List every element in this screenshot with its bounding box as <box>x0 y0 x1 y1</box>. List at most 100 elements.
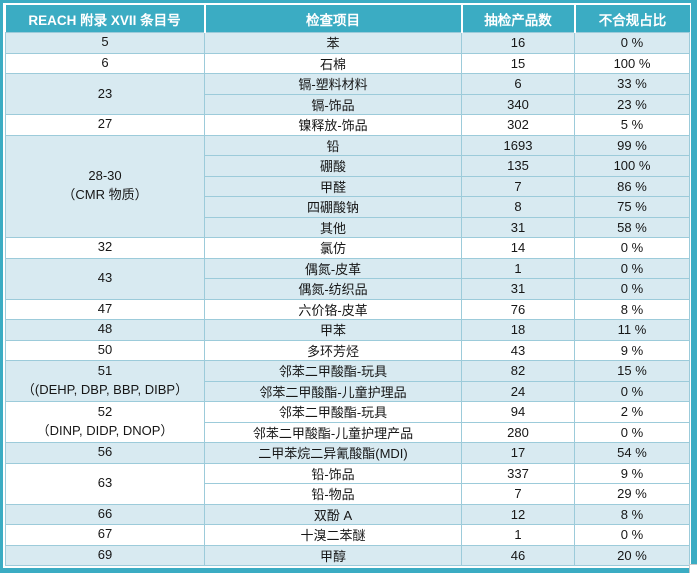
entry-number: 5 <box>101 34 109 50</box>
table-row: 邻苯二甲酸酯-儿童护理品 24 0 % <box>6 380 690 402</box>
sampled-count-cell: 7 <box>461 483 575 505</box>
sampled-count-cell: 94 <box>461 401 575 423</box>
noncompliance-ratio-cell: 0 % <box>574 421 690 443</box>
inspection-item-cell: 六价铬-皮革 <box>204 298 462 320</box>
sampled-count-cell: 15 <box>461 52 575 74</box>
noncompliance-ratio-cell: 0 % <box>574 32 690 54</box>
inspection-item-cell: 四硼酸钠 <box>204 196 462 218</box>
entry-note: （CMR 物质） <box>62 187 148 203</box>
table-row: 镉-饰品 340 23 % <box>6 93 690 115</box>
inspection-item-cell: 多环芳烃 <box>204 339 462 361</box>
table-resize-corner <box>689 564 697 573</box>
table-row: 23 镉-塑料材料 6 33 % <box>5 73 690 115</box>
inspection-item-cell: 邻苯二甲酸酯-玩具 <box>204 401 462 423</box>
table-row: 48 甲苯 18 11 % <box>5 319 690 341</box>
sampled-count-cell: 280 <box>461 421 575 443</box>
noncompliance-ratio-cell: 75 % <box>574 196 690 218</box>
inspection-item-cell: 甲苯 <box>204 319 462 341</box>
inspection-item-cell: 石棉 <box>204 52 462 74</box>
entry-number-cell: 56 <box>5 442 205 464</box>
inspection-item-cell: 偶氮-纺织品 <box>204 278 462 300</box>
entry-number: 23 <box>97 85 113 101</box>
table-row: 66 双酚 A 12 8 % <box>5 503 690 525</box>
entry-number: 43 <box>97 270 113 286</box>
inspection-item-cell: 邻苯二甲酸酯-玩具 <box>204 360 462 382</box>
sampled-count-cell: 76 <box>461 298 575 320</box>
noncompliance-ratio-cell: 100 % <box>574 155 690 177</box>
table-row: 51 （(DEHP, DBP, BBP, DIBP） 邻苯二甲酸酯-玩具 82 15 % <box>5 360 690 402</box>
table-row: 铅-物品 7 29 % <box>6 483 690 505</box>
table-row: 50 多环芳烃 43 9 % <box>5 339 690 361</box>
noncompliance-ratio-cell: 54 % <box>574 442 690 464</box>
noncompliance-ratio-cell: 0 % <box>574 257 690 279</box>
entry-number-cell: 28-30 （CMR 物质） <box>5 134 205 238</box>
noncompliance-ratio-cell: 0 % <box>574 278 690 300</box>
entry-number-cell: 5 <box>5 32 205 54</box>
table-row: 28-30 （CMR 物质） 铅 1693 99 % <box>5 134 690 238</box>
sampled-count-cell: 16 <box>461 32 575 54</box>
inspection-item-cell: 偶氮-皮革 <box>204 257 462 279</box>
inspection-item-cell: 苯 <box>204 32 462 54</box>
inspection-item-cell: 镉-饰品 <box>204 93 462 115</box>
entry-number-cell: 50 <box>5 339 205 361</box>
entry-number-cell: 48 <box>5 319 205 341</box>
entry-note: （(DEHP, DBP, BBP, DIBP） <box>21 382 189 397</box>
inspection-item-cell: 邻苯二甲酸酯-儿童护理产品 <box>204 421 462 443</box>
entry-number-cell: 43 <box>5 257 205 300</box>
sampled-count-cell: 6 <box>461 73 575 95</box>
entry-number: 69 <box>97 546 113 562</box>
sampled-count-cell: 1693 <box>461 134 575 156</box>
entry-note: （DINP, DIDP, DNOP） <box>36 423 174 438</box>
entry-number-cell: 52 （DINP, DIDP, DNOP） <box>5 401 205 443</box>
sampled-count-cell: 24 <box>461 380 575 402</box>
table-row: 32 氯仿 14 0 % <box>5 237 690 259</box>
noncompliance-ratio-cell: 0 % <box>574 237 690 259</box>
sampled-count-cell: 82 <box>461 360 575 382</box>
entry-number-cell: 23 <box>5 73 205 115</box>
sampled-count-cell: 1 <box>461 257 575 279</box>
entry-number: 28-30 <box>88 168 122 184</box>
sampled-count-cell: 46 <box>461 544 575 566</box>
noncompliance-ratio-cell: 2 % <box>574 401 690 423</box>
noncompliance-ratio-cell: 20 % <box>574 544 690 566</box>
inspection-item-cell: 铅 <box>204 134 462 156</box>
noncompliance-ratio-cell: 99 % <box>574 134 690 156</box>
entry-number-cell: 69 <box>5 544 205 566</box>
table-row: 四硼酸钠 8 75 % <box>6 196 690 218</box>
table-row: 52 （DINP, DIDP, DNOP） 邻苯二甲酸酯-玩具 94 2 % <box>5 401 690 443</box>
sampled-count-cell: 18 <box>461 319 575 341</box>
noncompliance-ratio-cell: 9 % <box>574 339 690 361</box>
sampled-count-cell: 17 <box>461 442 575 464</box>
inspection-item-cell: 镉-塑料材料 <box>204 73 462 95</box>
entry-number: 63 <box>97 475 113 491</box>
table-row: 27 镍释放-饰品 302 5 % <box>5 114 690 136</box>
table-row: 邻苯二甲酸酯-儿童护理产品 280 0 % <box>6 421 690 443</box>
inspection-item-cell: 氯仿 <box>204 237 462 259</box>
sampled-count-cell: 1 <box>461 524 575 546</box>
table-row: 硼酸 135 100 % <box>6 155 690 177</box>
entry-number-cell: 66 <box>5 503 205 525</box>
entry-number: 56 <box>97 444 113 460</box>
reach-inspection-table: REACH 附录 XVII 条目号 检查项目 抽检产品数 不合规占比 5 苯 16 0… <box>5 5 690 566</box>
noncompliance-ratio-cell: 8 % <box>574 503 690 525</box>
inspection-item-cell: 镍释放-饰品 <box>204 114 462 136</box>
sampled-count-cell: 8 <box>461 196 575 218</box>
table-header-row: REACH 附录 XVII 条目号 检查项目 抽检产品数 不合规占比 <box>5 5 690 33</box>
inspection-item-cell: 甲醇 <box>204 544 462 566</box>
noncompliance-ratio-cell: 9 % <box>574 462 690 484</box>
header-entry-number: REACH 附录 XVII 条目号 <box>5 5 205 33</box>
sampled-count-cell: 7 <box>461 175 575 197</box>
entry-number-cell: 51 （(DEHP, DBP, BBP, DIBP） <box>5 360 205 402</box>
sampled-count-cell: 340 <box>461 93 575 115</box>
noncompliance-ratio-cell: 23 % <box>574 93 690 115</box>
entry-number-cell: 27 <box>5 114 205 136</box>
entry-number-cell: 6 <box>5 52 205 74</box>
entry-number-cell: 63 <box>5 462 205 505</box>
inspection-item-cell: 十溴二苯醚 <box>204 524 462 546</box>
entry-number: 66 <box>97 505 113 521</box>
noncompliance-ratio-cell: 100 % <box>574 52 690 74</box>
table-row: 其他 31 58 % <box>6 216 690 238</box>
noncompliance-ratio-cell: 15 % <box>574 360 690 382</box>
sampled-count-cell: 302 <box>461 114 575 136</box>
